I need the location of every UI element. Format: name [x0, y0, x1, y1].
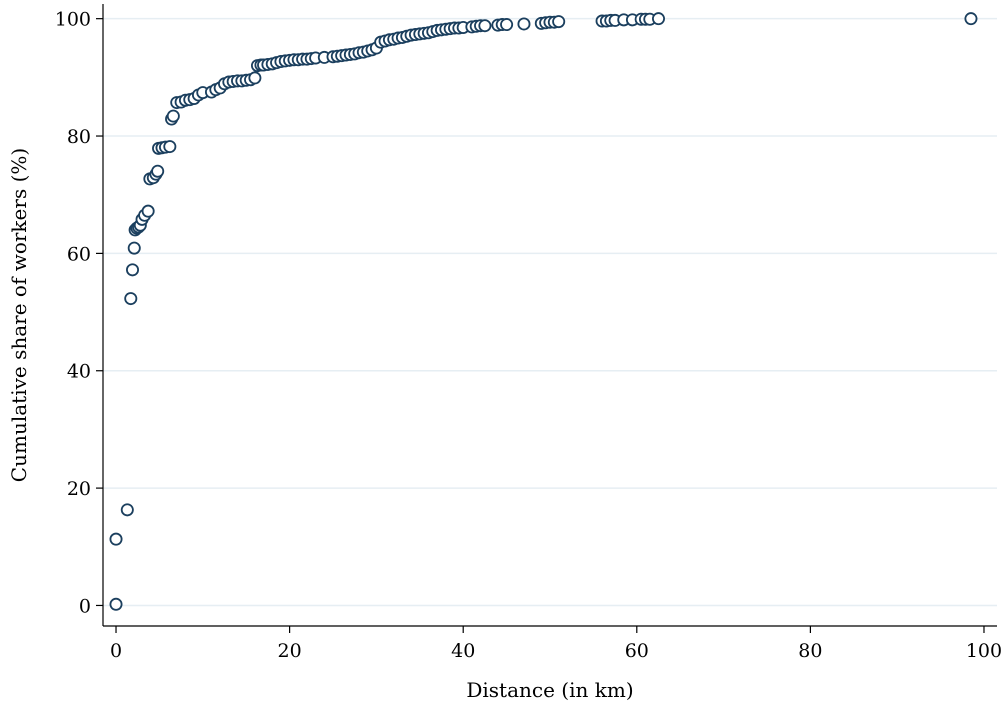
data-point [127, 241, 141, 255]
tick-labels: 0 20 40 60 80 100 0 20 40 60 80 100 [55, 9, 1001, 662]
x-tick-label-60: 60 [625, 640, 649, 662]
data-point [478, 19, 492, 33]
data-point [651, 12, 665, 26]
data-point [109, 532, 123, 546]
data-point [109, 597, 123, 611]
data-point [964, 12, 978, 26]
x-axis-title: Distance (in km) [466, 678, 633, 702]
data-point [151, 164, 165, 178]
data-point [248, 71, 262, 85]
data-point [552, 15, 566, 29]
axes [96, 4, 997, 633]
y-tick-label-60: 60 [67, 243, 91, 265]
x-tick-label-0: 0 [110, 640, 122, 662]
data-point [163, 140, 177, 154]
y-tick-label-40: 40 [67, 361, 91, 383]
y-tick-label-0: 0 [79, 595, 91, 617]
data-point [517, 17, 531, 31]
data-point [124, 292, 138, 306]
data-point [120, 503, 134, 517]
x-tick-label-80: 80 [798, 640, 822, 662]
x-tick-label-20: 20 [278, 640, 302, 662]
data-point [141, 204, 155, 218]
data-points [109, 12, 978, 611]
y-tick-label-80: 80 [67, 126, 91, 148]
y-tick-label-100: 100 [55, 9, 91, 31]
y-tick-label-20: 20 [67, 478, 91, 500]
data-point [500, 18, 514, 32]
y-axis-title: Cumulative share of workers (%) [7, 148, 31, 482]
x-tick-label-40: 40 [451, 640, 475, 662]
data-point [126, 263, 140, 277]
x-tick-label-100: 100 [966, 640, 1001, 662]
data-point [166, 109, 180, 123]
